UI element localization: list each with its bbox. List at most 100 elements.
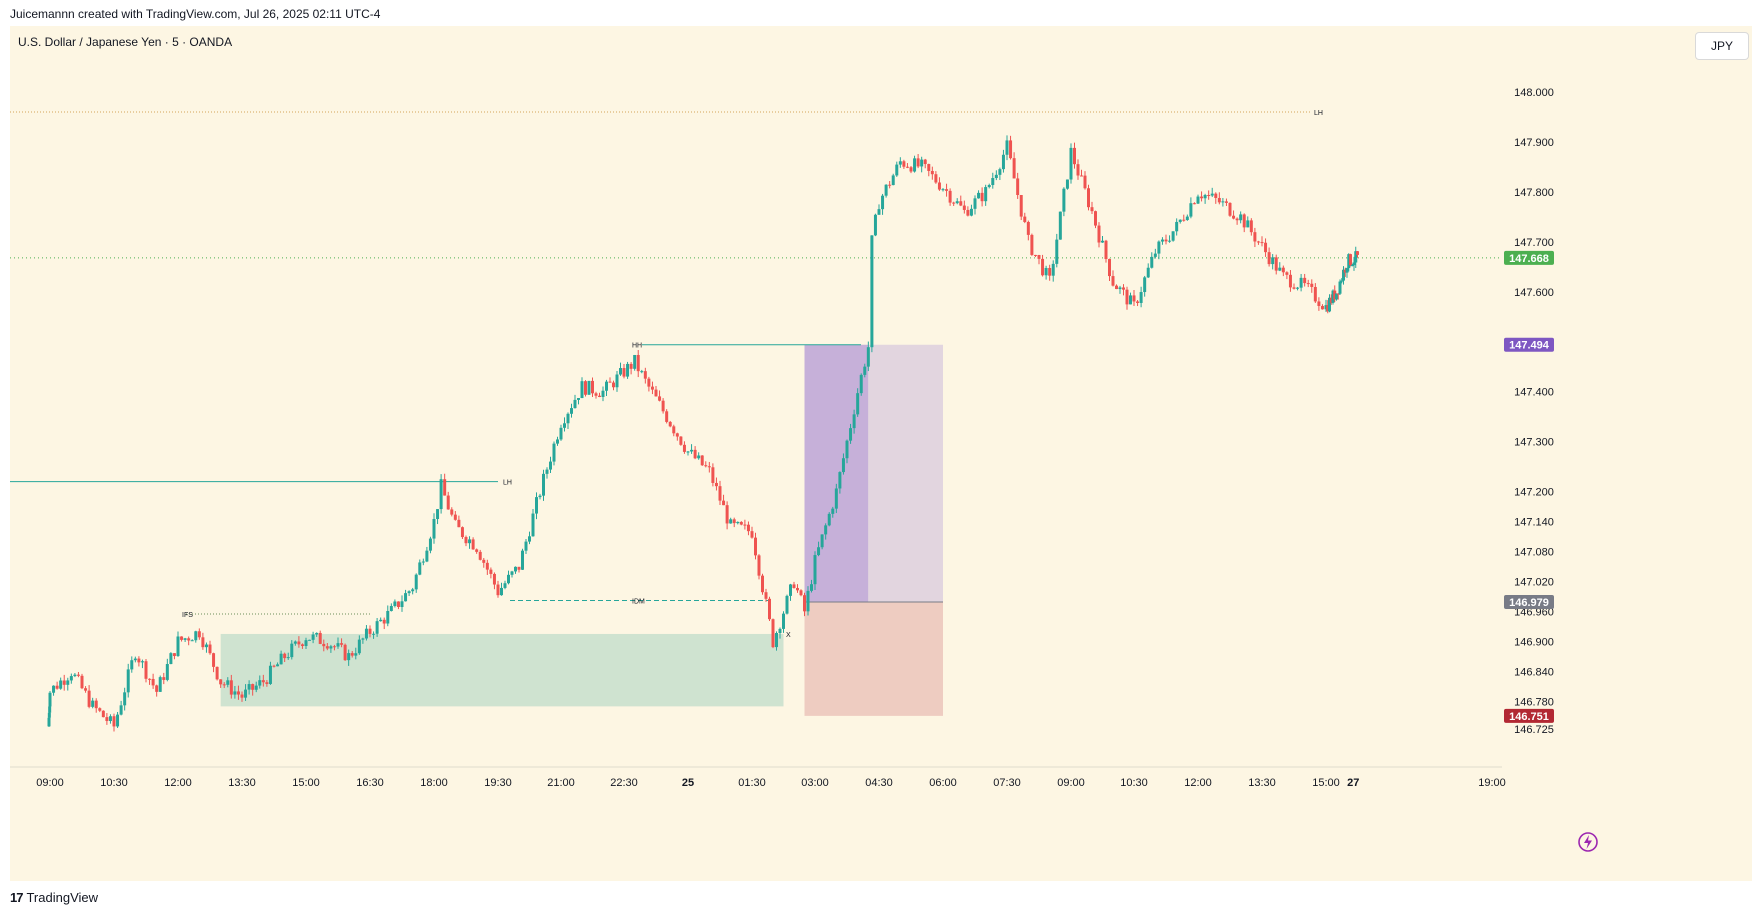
candle-body: [665, 411, 669, 422]
price-marker-bg: [1504, 708, 1554, 723]
candle-body: [101, 710, 105, 718]
x-tick-label: 01:30: [738, 777, 766, 789]
y-tick-label: 146.840: [1514, 666, 1554, 678]
candle-body: [913, 158, 917, 172]
candle-body: [686, 451, 690, 453]
candle-body: [190, 640, 194, 642]
x-tick-label: 15:00: [292, 777, 320, 789]
candle-body: [959, 201, 963, 206]
candle-body: [336, 643, 340, 647]
candle-body: [1343, 269, 1347, 273]
annotation-x: X: [786, 632, 791, 639]
candle-body: [418, 562, 422, 575]
candle-body: [598, 395, 601, 397]
candle-body: [1336, 293, 1340, 295]
candle-body: [863, 366, 867, 375]
candle-body: [240, 694, 244, 698]
candle-body: [364, 628, 368, 639]
candle-body: [300, 644, 304, 647]
candle-body: [545, 469, 549, 474]
candle-body: [1178, 219, 1182, 222]
candle-body: [1214, 193, 1218, 198]
candle-body: [219, 679, 223, 685]
candle-body: [1016, 178, 1020, 196]
candle-body: [116, 714, 120, 727]
candle-body: [806, 590, 810, 612]
candle-body: [1033, 254, 1037, 256]
candle-body: [707, 466, 711, 468]
candle-body: [658, 396, 662, 401]
candle-body: [563, 423, 566, 428]
candle-body: [62, 680, 66, 685]
candle-body: [1303, 277, 1307, 284]
candle-body: [1235, 218, 1239, 221]
candle-body: [212, 653, 216, 667]
footer-bar: 17 TradingView: [0, 881, 1762, 912]
candle-body: [1139, 292, 1143, 303]
candle-body: [52, 685, 56, 693]
y-tick-label: 147.900: [1514, 137, 1554, 149]
currency-button[interactable]: JPY: [1695, 32, 1749, 60]
candle-body: [1073, 147, 1076, 165]
candle-body: [1329, 297, 1333, 303]
candle-body: [375, 621, 379, 634]
candle-body: [180, 636, 184, 640]
candle-body: [293, 641, 297, 644]
candle-body: [923, 159, 927, 165]
price-chart[interactable]: LH LH HH IDM IFS X 148.000 147.900 147.800 147.70…: [10, 26, 1752, 881]
candle-body: [570, 408, 573, 414]
candle-body: [690, 449, 694, 452]
x-tick-label: 22:30: [610, 777, 638, 789]
candle-body: [151, 678, 155, 686]
candle-body: [750, 531, 754, 538]
candle-body: [411, 589, 415, 592]
candle-body: [1044, 267, 1048, 276]
candle-body: [1331, 290, 1335, 303]
candle-body: [1171, 231, 1175, 241]
candle-body: [973, 198, 977, 209]
lightning-icon[interactable]: [1577, 831, 1599, 853]
candle-body: [304, 640, 308, 647]
candle-body: [69, 676, 73, 681]
candle-body: [485, 562, 489, 570]
candle-body: [1005, 140, 1009, 155]
candle-body: [98, 708, 102, 711]
candle-body: [566, 413, 570, 424]
chart-caption: Juicemannn created with TradingView.com,…: [10, 7, 381, 21]
candle-body: [1185, 216, 1189, 220]
candle-body: [1347, 254, 1351, 269]
candle-body: [1030, 234, 1034, 255]
candle-body: [126, 669, 130, 693]
candle-body: [948, 190, 952, 203]
candle-body: [820, 534, 824, 548]
x-tick-label: 19:00: [1478, 777, 1506, 789]
candle-body: [1087, 188, 1090, 208]
candle-body: [357, 639, 361, 654]
tradingview-logo[interactable]: 17 TradingView: [10, 890, 98, 905]
candle-body: [155, 685, 159, 692]
candle-body: [754, 537, 757, 556]
x-tick-label: 13:30: [1248, 777, 1276, 789]
candle-body: [1249, 220, 1253, 233]
candle-body: [432, 519, 436, 539]
candle-body: [937, 182, 941, 190]
candle-body: [482, 559, 486, 563]
candle-body: [768, 598, 771, 620]
candle-body: [361, 638, 365, 640]
candle-body: [856, 393, 860, 415]
candle-body: [612, 382, 615, 388]
candle-body: [722, 500, 726, 506]
candle-body: [443, 479, 447, 496]
candle-body: [1285, 272, 1289, 275]
candle-body: [905, 166, 909, 168]
candle-body: [1164, 239, 1168, 242]
chart-area[interactable]: LH LH HH IDM IFS X 148.000 147.900 147.800 147.70…: [10, 26, 1752, 881]
candle-body: [162, 677, 166, 680]
candle-body: [1203, 195, 1207, 199]
candle-body: [1001, 154, 1005, 170]
candle-body: [757, 555, 761, 576]
candle-body: [1094, 211, 1097, 226]
candle-body: [407, 591, 411, 594]
candle-body: [1278, 267, 1282, 271]
x-tick-label: 12:00: [1184, 777, 1212, 789]
